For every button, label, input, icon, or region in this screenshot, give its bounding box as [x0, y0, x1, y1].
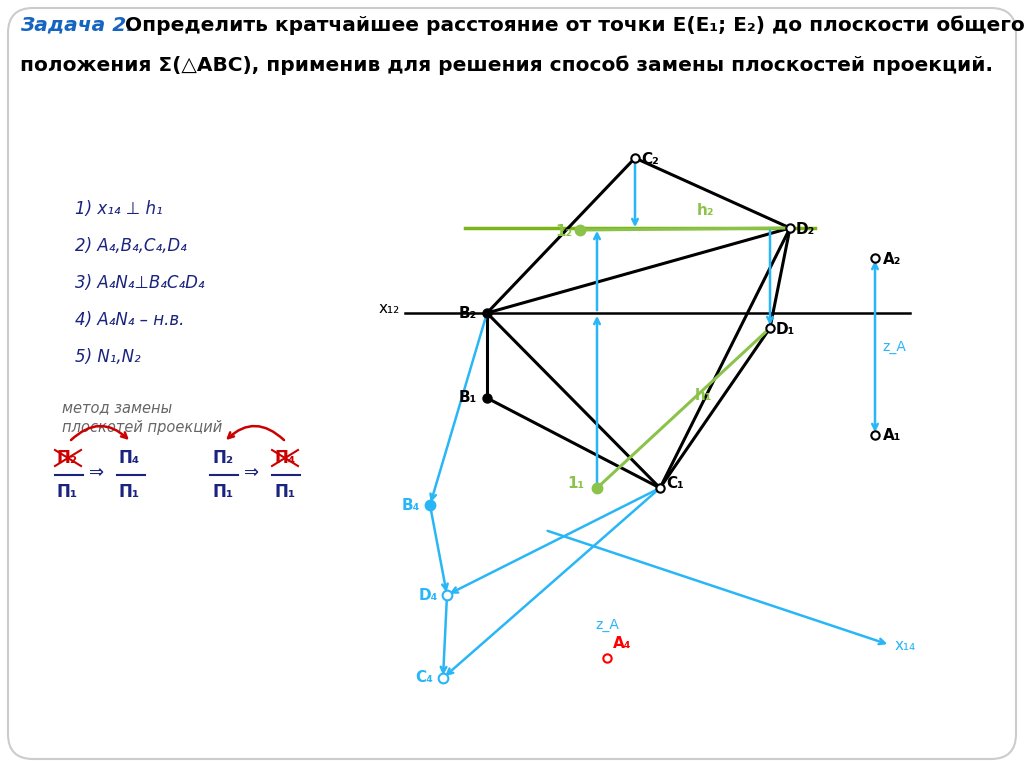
- Text: x₁₄: x₁₄: [895, 637, 916, 653]
- Text: ⇒: ⇒: [244, 464, 259, 482]
- Text: 5) N₁,N₂: 5) N₁,N₂: [75, 348, 140, 366]
- Text: z_A: z_A: [882, 340, 906, 354]
- Text: 1₁: 1₁: [567, 476, 584, 492]
- Text: П₁: П₁: [119, 483, 140, 501]
- Text: П₄: П₄: [274, 449, 295, 467]
- Text: П₄: П₄: [119, 449, 140, 467]
- Text: B₂: B₂: [459, 305, 477, 321]
- Text: D₄: D₄: [419, 588, 438, 603]
- Text: П₁: П₁: [274, 483, 295, 501]
- Text: П₁: П₁: [212, 483, 233, 501]
- Text: положения Σ(△ABC), применив для решения способ замены плоскостей проекций.: положения Σ(△ABC), применив для решения …: [20, 55, 993, 74]
- Text: C₄: C₄: [415, 670, 433, 686]
- Text: B₁: B₁: [459, 390, 477, 406]
- Text: П₂: П₂: [212, 449, 233, 467]
- Text: П₁: П₁: [57, 483, 78, 501]
- Text: B₄: B₄: [402, 498, 421, 512]
- Text: h₂: h₂: [697, 203, 715, 218]
- Text: Определить кратчайшее расстояние от точки E(E₁; E₂) до плоскости общего: Определить кратчайшее расстояние от точк…: [118, 15, 1024, 35]
- Text: Задача 2.: Задача 2.: [20, 15, 134, 34]
- Text: 2) A₄,B₄,C₄,D₄: 2) A₄,B₄,C₄,D₄: [75, 237, 186, 255]
- Text: D₁: D₁: [776, 322, 796, 337]
- Text: A₄: A₄: [613, 637, 632, 651]
- Text: метод замены
плоскотей проекций: метод замены плоскотей проекций: [62, 400, 222, 435]
- Text: 3) A₄N₄⊥B₄C₄D₄: 3) A₄N₄⊥B₄C₄D₄: [75, 274, 205, 292]
- Text: ⇒: ⇒: [89, 464, 104, 482]
- Text: 1₂: 1₂: [555, 225, 572, 239]
- Text: z_A: z_A: [595, 618, 618, 632]
- FancyBboxPatch shape: [8, 8, 1016, 759]
- Text: h₁: h₁: [695, 388, 713, 403]
- Text: D₂: D₂: [796, 222, 815, 238]
- Text: A₁: A₁: [883, 427, 901, 443]
- Text: C₂: C₂: [641, 153, 658, 167]
- Text: C₁: C₁: [666, 476, 684, 492]
- Text: 1) x₁₄ ⊥ h₁: 1) x₁₄ ⊥ h₁: [75, 200, 163, 218]
- Text: 4) A₄N₄ – н.в.: 4) A₄N₄ – н.в.: [75, 311, 184, 329]
- Text: x₁₂: x₁₂: [379, 301, 400, 316]
- Text: П₂: П₂: [57, 449, 78, 467]
- Text: A₂: A₂: [883, 252, 901, 268]
